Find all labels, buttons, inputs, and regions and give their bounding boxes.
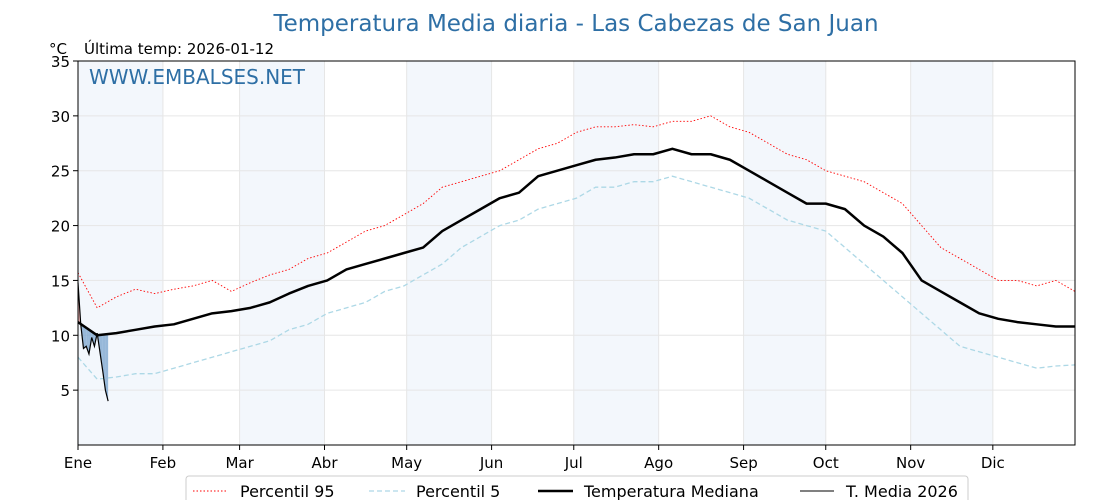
series-lines <box>77 115 1076 402</box>
last-temp-label: Última temp: 2026-01-12 <box>84 39 274 58</box>
x-tick-label: Nov <box>896 454 925 472</box>
unit-label: °C <box>49 40 67 58</box>
chart-title: Temperatura Media diaria - Las Cabezas d… <box>272 11 878 37</box>
month-bands <box>78 61 993 445</box>
y-axis: 5 10 15 20 25 30 35 <box>51 53 78 400</box>
x-tick-label: Jun <box>479 454 503 472</box>
anomaly-fill-cold <box>83 325 87 349</box>
month-band <box>239 61 325 445</box>
legend-label-2026: T. Media 2026 <box>845 482 958 500</box>
x-axis: Ene Feb Mar Abr May Jun Jul Ago Sep Oct Nov Dic <box>64 445 1005 472</box>
x-tick-label: Ago <box>644 454 673 472</box>
x-tick-label: Sep <box>729 454 757 472</box>
x-tick-label: Dic <box>981 454 1005 472</box>
series-2026-line <box>77 282 109 402</box>
y-tick-label: 30 <box>51 108 70 126</box>
series-median-line <box>77 147 1075 337</box>
month-band <box>573 61 659 445</box>
y-tick-label: 20 <box>51 218 70 236</box>
x-tick-label: Abr <box>312 454 339 472</box>
anomaly-fill-cold <box>99 334 103 371</box>
grid-lines <box>77 60 1075 445</box>
legend-label-p5: Percentil 5 <box>416 482 500 500</box>
x-tick-label: Ene <box>64 454 92 472</box>
legend-label-p95: Percentil 95 <box>240 482 335 500</box>
x-tick-label: Mar <box>225 454 254 472</box>
legend-label-median: Temperatura Mediana <box>583 482 759 500</box>
y-tick-label: 25 <box>51 163 70 181</box>
x-tick-label: Jul <box>564 454 583 472</box>
series-p5-line <box>77 175 1076 380</box>
watermark: WWW.EMBALSES.NET <box>89 65 306 89</box>
month-band <box>78 61 163 445</box>
y-tick-label: 15 <box>51 272 70 290</box>
y-tick-label: 10 <box>51 327 70 345</box>
legend-box <box>185 475 969 500</box>
legend: Percentil 95 Percentil 5 Temperatura Med… <box>185 475 969 500</box>
x-tick-label: Feb <box>150 454 177 472</box>
plot-frame <box>77 60 1076 446</box>
anomaly-fill-cold <box>102 334 106 391</box>
month-band <box>910 61 993 445</box>
x-tick-label: Oct <box>813 454 839 472</box>
month-band <box>743 61 826 445</box>
month-band <box>406 61 492 445</box>
anomaly-fill-cold <box>105 334 109 402</box>
y-tick-label: 5 <box>60 382 70 400</box>
x-tick-label: May <box>391 454 422 472</box>
y-tick-label: 35 <box>51 53 70 71</box>
